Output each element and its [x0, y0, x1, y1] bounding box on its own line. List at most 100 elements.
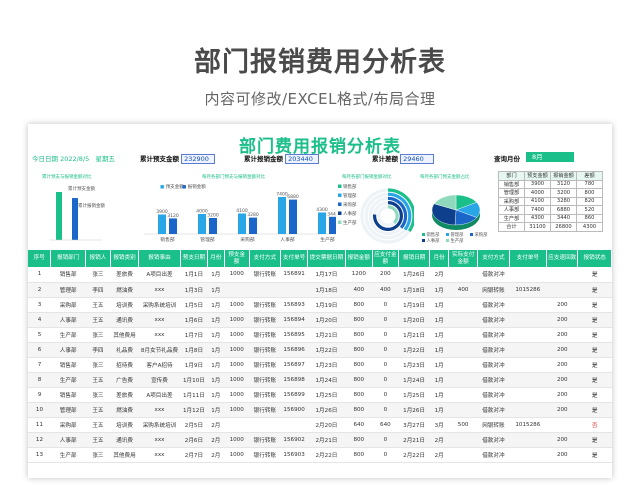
month-select[interactable]: 8月	[526, 152, 574, 162]
table-cell[interactable]	[509, 372, 547, 388]
table-cell[interactable]: 是	[577, 357, 612, 373]
table-cell[interactable]: 1月20日	[398, 312, 430, 328]
table-cell[interactable]: 5	[28, 327, 51, 343]
table-cell[interactable]: 800	[345, 447, 373, 463]
summary-cell[interactable]: 820	[576, 196, 603, 206]
table-cell[interactable]: 1月10日	[180, 372, 208, 388]
table-cell[interactable]: 是	[577, 312, 612, 328]
table-cell[interactable]	[509, 342, 547, 358]
table-cell[interactable]: 1月	[207, 357, 225, 373]
table-cell[interactable]: 1月20日	[307, 312, 346, 328]
table-header-cell[interactable]: 月份	[207, 250, 225, 267]
table-cell[interactable]: 3	[28, 297, 51, 313]
table-cell[interactable]: 礼品费	[110, 342, 139, 358]
table-cell[interactable]: 是	[577, 372, 612, 388]
table-cell[interactable]: 800	[345, 297, 373, 313]
table-cell[interactable]: 是	[577, 327, 612, 343]
summary-cell[interactable]: 4300	[576, 222, 603, 232]
table-cell[interactable]: 1月	[429, 402, 449, 418]
table-cell[interactable]: 客户A招待	[138, 357, 181, 373]
table-cell[interactable]: 王五	[85, 312, 111, 328]
table-cell[interactable]: 156895	[280, 327, 308, 343]
table-cell[interactable]: 1月26日	[398, 402, 430, 418]
table-cell[interactable]: 借款对冲	[477, 372, 510, 388]
table-cell[interactable]	[448, 447, 478, 463]
table-cell[interactable]: 差旅费	[110, 387, 139, 403]
table-cell[interactable]: 800	[345, 402, 373, 418]
table-row[interactable]: 1 销售部 张三 差旅费 A项目出差 1月1日 1月 1000 银行转账 156891 1月17日 1…	[28, 267, 612, 283]
table-cell[interactable]: 200	[372, 267, 399, 283]
table-cell[interactable]	[448, 357, 478, 373]
table-row[interactable]: 3 采购部 王五 培训费 采购系统培训 1月5日 1月 1000 银行转账 156893 1月19日…	[28, 297, 612, 313]
table-cell[interactable]: 1月	[429, 282, 449, 298]
table-cell[interactable]: 1000	[224, 342, 250, 358]
table-cell[interactable]: 8月女节礼品费	[138, 342, 181, 358]
table-cell[interactable]: 156893	[280, 297, 308, 313]
table-cell[interactable]: 200	[546, 327, 578, 343]
table-cell[interactable]: 1月26日	[307, 402, 346, 418]
table-cell[interactable]: 王五	[85, 402, 111, 418]
table-cell[interactable]: 是	[577, 387, 612, 403]
summary-cell[interactable]: 生产部	[498, 213, 525, 223]
table-cell[interactable]: 2月	[429, 267, 449, 283]
table-cell[interactable]: 1月	[429, 342, 449, 358]
table-cell[interactable]: 借款对冲	[477, 312, 510, 328]
table-cell[interactable]	[546, 267, 578, 283]
table-cell[interactable]: 6	[28, 342, 51, 358]
table-cell[interactable]: 0	[372, 387, 399, 403]
table-cell[interactable]: 200	[546, 297, 578, 313]
table-cell[interactable]: 张三	[85, 387, 111, 403]
table-row[interactable]: 10 管理部 王五 燃油费 xxx 1月12日 1月 1000 银行转账 156900 1月26日 8…	[28, 402, 612, 418]
table-cell[interactable]: 2月22日	[307, 447, 346, 463]
table-cell[interactable]: 银行转账	[249, 357, 281, 373]
table-row[interactable]: 4 人事部 王五 通讯费 xxx 1月6日 1月 1000 银行转账 156894 1月20日 800…	[28, 312, 612, 328]
summary-cell[interactable]: 7400	[524, 205, 551, 215]
summary-cell[interactable]: 4000	[524, 188, 551, 198]
table-cell[interactable]	[509, 267, 547, 283]
table-cell[interactable]: 1月	[207, 267, 225, 283]
table-cell[interactable]: 1月26日	[398, 267, 430, 283]
table-cell[interactable]	[448, 312, 478, 328]
table-cell[interactable]: 王五	[85, 432, 111, 448]
table-cell[interactable]: 2月	[207, 447, 225, 463]
table-cell[interactable]: 是	[577, 402, 612, 418]
summary-cell[interactable]: 管理部	[498, 188, 525, 198]
table-cell[interactable]: 其他费用	[110, 327, 139, 343]
table-cell[interactable]	[546, 282, 578, 298]
table-cell[interactable]: 1	[28, 267, 51, 283]
budget-value[interactable]: 232900	[181, 154, 216, 164]
table-cell[interactable]: 1月7日	[180, 327, 208, 343]
table-cell[interactable]: 640	[345, 417, 373, 433]
table-cell[interactable]: 0	[372, 402, 399, 418]
table-cell[interactable]: 广告费	[110, 372, 139, 388]
summary-cell[interactable]: 860	[576, 213, 603, 223]
table-cell[interactable]: 张三	[85, 357, 111, 373]
table-cell[interactable]: 1月9日	[180, 357, 208, 373]
table-cell[interactable]: 200	[546, 372, 578, 388]
table-cell[interactable]: xxx	[138, 312, 181, 328]
table-header-cell[interactable]: 应支退回款	[546, 250, 579, 267]
summary-cell[interactable]: 780	[576, 179, 603, 189]
table-header-cell[interactable]: 报销部门	[50, 250, 86, 267]
table-cell[interactable]: 银行转账	[249, 297, 281, 313]
table-cell[interactable]: 1月23日	[307, 357, 346, 373]
table-cell[interactable]: xxx	[138, 282, 181, 298]
table-cell[interactable]: 宣传费	[138, 372, 181, 388]
table-cell[interactable]	[224, 282, 250, 298]
table-cell[interactable]: 640	[372, 417, 399, 433]
table-cell[interactable]: 1月17日	[307, 267, 346, 283]
table-header-cell[interactable]: 报销事由	[138, 250, 181, 267]
table-cell[interactable]: 采购系统培训	[138, 417, 181, 433]
table-cell[interactable]: 800	[345, 327, 373, 343]
table-cell[interactable]: 银行转账	[249, 327, 281, 343]
table-cell[interactable]: 800	[345, 387, 373, 403]
table-header-cell[interactable]: 报销人	[85, 250, 111, 267]
table-cell[interactable]: 1000	[224, 387, 250, 403]
table-cell[interactable]: 200	[546, 447, 578, 463]
table-cell[interactable]: xxx	[138, 432, 181, 448]
table-cell[interactable]: 是	[577, 267, 612, 283]
table-cell[interactable]: 1000	[224, 357, 250, 373]
table-cell[interactable]: 0	[372, 357, 399, 373]
summary-cell[interactable]: 3200	[550, 188, 577, 198]
summary-cell[interactable]: 销售部	[498, 179, 525, 189]
